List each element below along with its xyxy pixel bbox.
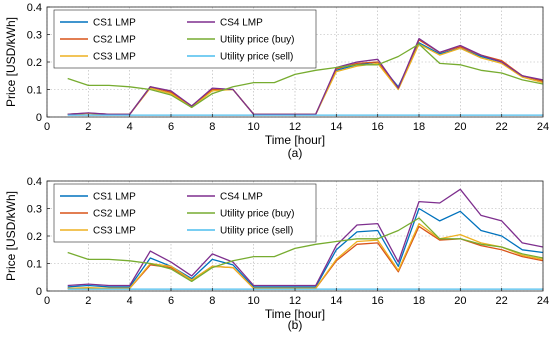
y-tick-label: 0	[36, 286, 42, 298]
series-line-buy	[67, 43, 544, 109]
y-tick-label: 0.1	[27, 259, 42, 271]
x-tick-label: 0	[44, 295, 50, 307]
legend-label-sell: Utility price (sell)	[220, 226, 293, 237]
x-tick-label: 16	[372, 295, 384, 307]
y-tick-label: 0.3	[27, 30, 42, 42]
x-tick-label: 18	[413, 121, 425, 133]
panel-caption: (a)	[288, 146, 303, 160]
x-tick-label: 20	[454, 295, 466, 307]
x-tick-label: 2	[85, 295, 91, 307]
legend-label-cs3: CS3 LMP	[93, 226, 136, 237]
legend-label-cs1: CS1 LMP	[93, 192, 136, 203]
x-tick-label: 0	[44, 121, 50, 133]
x-tick-label: 18	[413, 295, 425, 307]
legend-box	[53, 183, 317, 243]
x-tick-label: 14	[330, 121, 342, 133]
x-tick-label: 6	[168, 121, 174, 133]
x-tick-label: 2	[85, 121, 91, 133]
x-tick-label: 4	[127, 295, 133, 307]
x-tick-label: 8	[209, 295, 215, 307]
y-tick-label: 0.4	[27, 2, 42, 14]
y-tick-label: 0	[36, 112, 42, 124]
x-tick-label: 24	[537, 121, 549, 133]
series-line-buy	[67, 217, 544, 283]
x-axis-label: Time [hour]	[265, 307, 325, 321]
legend-label-cs4: CS4 LMP	[220, 18, 263, 29]
y-tick-label: 0.3	[27, 204, 42, 216]
x-tick-label: 22	[496, 121, 508, 133]
x-tick-label: 14	[330, 295, 342, 307]
x-tick-label: 12	[289, 121, 301, 133]
legend-label-buy: Utility price (buy)	[220, 209, 294, 220]
panel-caption: (b)	[288, 318, 303, 332]
x-tick-label: 24	[537, 295, 549, 307]
y-axis-label: Price [USD/kWh]	[4, 17, 18, 107]
x-tick-label: 4	[127, 121, 133, 133]
x-axis-label: Time [hour]	[265, 133, 325, 147]
legend-label-cs4: CS4 LMP	[220, 192, 263, 203]
x-tick-label: 12	[289, 295, 301, 307]
x-tick-label: 22	[496, 295, 508, 307]
legend-box	[53, 9, 317, 69]
x-tick-label: 8	[209, 121, 215, 133]
x-tick-label: 10	[248, 295, 260, 307]
y-tick-label: 0.4	[27, 176, 42, 188]
x-tick-label: 20	[454, 121, 466, 133]
x-tick-label: 6	[168, 295, 174, 307]
legend-label-cs2: CS2 LMP	[93, 209, 136, 220]
series-line-cs4	[67, 188, 544, 287]
y-tick-label: 0.2	[27, 231, 42, 243]
legend-label-cs2: CS2 LMP	[93, 35, 136, 46]
legend-label-sell: Utility price (sell)	[220, 52, 293, 63]
series-line-cs4	[67, 37, 544, 115]
legend-label-buy: Utility price (buy)	[220, 35, 294, 46]
x-tick-label: 10	[248, 121, 260, 133]
y-tick-label: 0.1	[27, 85, 42, 97]
legend-label-cs1: CS1 LMP	[93, 18, 136, 29]
y-tick-label: 0.2	[27, 57, 42, 69]
legend-label-cs3: CS3 LMP	[93, 52, 136, 63]
y-axis-label: Price [USD/kWh]	[4, 191, 18, 281]
series-line-cs3	[67, 222, 544, 289]
x-tick-label: 16	[372, 121, 384, 133]
